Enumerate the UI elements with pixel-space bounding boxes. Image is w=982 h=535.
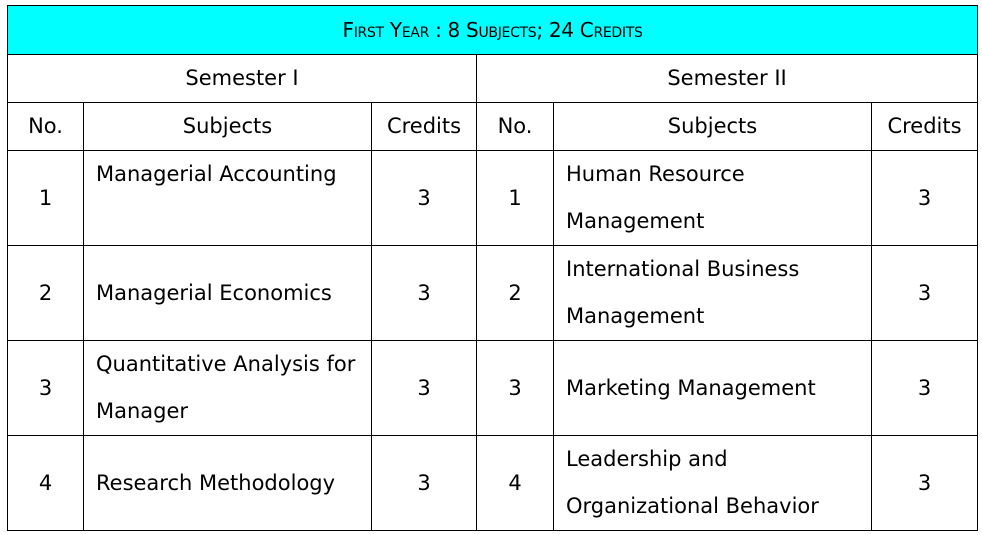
sem2-credits: 3: [870, 340, 979, 436]
sem1-subjects-header: Subjects: [83, 102, 372, 151]
sem2-row-number: 4: [476, 435, 554, 531]
sem1-row-number: 2: [7, 245, 84, 341]
sem2-subjects-header: Subjects: [553, 102, 872, 151]
sem2-credits: 3: [870, 435, 979, 531]
title-row: First Year : 8 Subjects; 24 Credits: [6, 5, 979, 55]
sem1-subject: Quantitative Analysis for Manager: [83, 340, 372, 436]
semester-row: Semester I Semester II: [7, 54, 979, 103]
table-row: 3 Quantitative Analysis for Manager 3 3 …: [7, 340, 979, 436]
sem2-subject: Marketing Management: [553, 340, 872, 436]
table-row: 1 Managerial Accounting 3 1 Human Resour…: [7, 150, 979, 246]
sem2-credits: 3: [870, 150, 979, 246]
sem1-subject: Managerial Accounting: [83, 150, 372, 246]
sem2-subject: Leadership and Organizational Behavior: [553, 435, 872, 531]
sem2-credits-header: Credits: [870, 102, 979, 151]
sem2-row-number: 2: [476, 245, 554, 341]
sem2-row-number: 3: [476, 340, 554, 436]
sem2-subject: Human Resource Management: [553, 150, 872, 246]
sem1-row-number: 4: [7, 435, 84, 531]
sem2-row-number: 1: [476, 150, 554, 246]
sem1-credits-header: Credits: [371, 102, 477, 151]
sem1-credits: 3: [371, 150, 477, 246]
sem1-credits: 3: [371, 245, 477, 341]
table-row: 2 Managerial Economics 3 2 International…: [7, 245, 979, 341]
table-row: 4 Research Methodology 3 4 Leadership an…: [7, 435, 979, 531]
sem1-subject: Managerial Economics: [83, 245, 372, 341]
sem2-credits: 3: [870, 245, 979, 341]
column-header-row: No. Subjects Credits No. Subjects Credit…: [7, 102, 979, 151]
sem1-no-header: No.: [7, 102, 84, 151]
sem2-no-header: No.: [476, 102, 554, 151]
semester-2-heading: Semester II: [475, 54, 979, 103]
table-title: First Year : 8 Subjects; 24 Credits: [6, 5, 979, 55]
sem1-row-number: 3: [7, 340, 84, 436]
semester-1-heading: Semester I: [7, 54, 477, 103]
sem1-credits: 3: [371, 435, 477, 531]
sem1-credits: 3: [371, 340, 477, 436]
sem2-subject: International Business Management: [553, 245, 872, 341]
sem1-subject: Research Methodology: [83, 435, 372, 531]
curriculum-table: First Year : 8 Subjects; 24 Credits Seme…: [6, 5, 979, 531]
sem1-row-number: 1: [7, 150, 84, 246]
